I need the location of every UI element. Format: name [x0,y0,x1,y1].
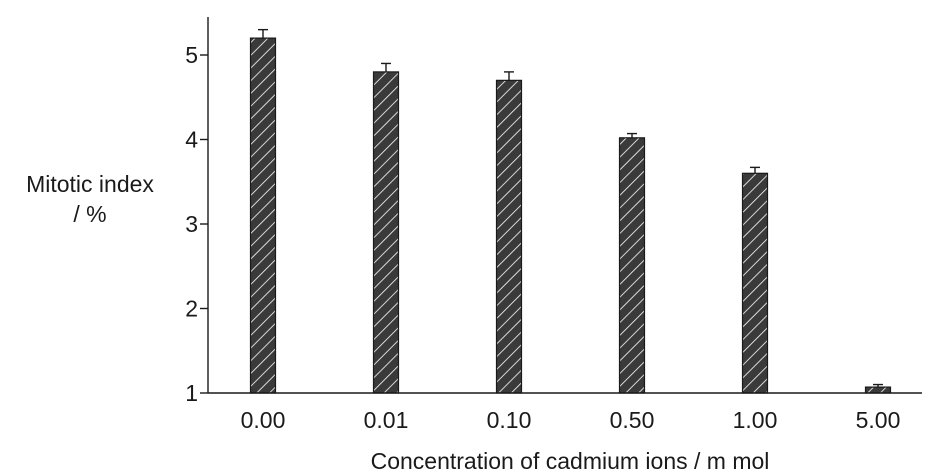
y-tick-label-1: 1 [185,380,198,406]
error-bars-layer [258,28,883,388]
bar-0.01 [372,71,400,394]
x-tick-label-0.10: 0.10 [487,407,532,433]
y-tick-label-5: 5 [185,42,198,68]
bars-layer [249,37,892,394]
y-tick-label-2: 2 [185,296,198,322]
x-tick-label-0.01: 0.01 [364,407,409,433]
x-axis-title: Concentration of cadmium ions / m mol [371,448,770,473]
bar-0.10 [495,79,523,394]
y-tick-label-3: 3 [185,211,198,237]
bar-1.00 [741,172,769,394]
tick-labels-layer: 0.00 0.01 0.10 0.50 1.00 5.00 1 2 3 4 5 [185,42,900,433]
x-tick-label-0.00: 0.00 [241,407,286,433]
y-axis-title-line-2: / % [73,201,106,227]
y-axis-title: Mitotic index / % [26,171,154,227]
x-tick-label-5.00: 5.00 [856,407,901,433]
bar-5.00 [864,386,892,394]
x-tick-label-0.50: 0.50 [610,407,655,433]
y-tick-label-4: 4 [185,127,198,153]
bar-0.00 [249,37,277,394]
y-axis-title-line-1: Mitotic index [26,171,154,197]
axes-layer [200,16,922,394]
x-tick-label-1.00: 1.00 [733,407,778,433]
bar-0.50 [618,137,646,394]
